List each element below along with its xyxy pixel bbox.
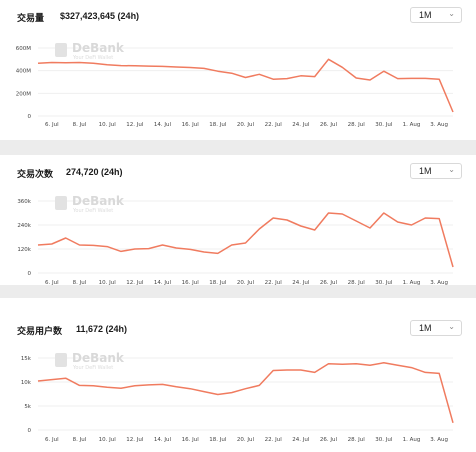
- x-tick-label: 1. Aug: [403, 280, 421, 286]
- y-tick-label: 0: [28, 428, 32, 434]
- debank-logo-icon: [55, 196, 67, 210]
- x-tick-label: 20. Jul: [237, 122, 255, 128]
- panel-24h-value: 274,720 (24h): [66, 167, 123, 177]
- panel-24h-value: 11,672 (24h): [76, 324, 128, 334]
- chevron-down-icon: ⌄: [448, 9, 455, 18]
- x-tick-label: 3. Aug: [430, 122, 448, 128]
- range-select-label: 1M: [419, 10, 432, 20]
- x-tick-label: 14. Jul: [154, 437, 172, 443]
- x-tick-label: 10. Jul: [99, 122, 117, 128]
- y-tick-label: 360k: [17, 199, 31, 205]
- range-select-label: 1M: [419, 323, 432, 333]
- range-select[interactable]: 1M ⌄: [410, 7, 462, 23]
- x-tick-label: 28. Jul: [348, 280, 366, 286]
- x-tick-label: 18. Jul: [209, 122, 227, 128]
- watermark-title: DeBank: [72, 351, 125, 365]
- x-tick-label: 6. Jul: [45, 122, 59, 128]
- debank-logo-icon: [55, 353, 67, 367]
- x-tick-label: 12. Jul: [126, 122, 144, 128]
- watermark-subtitle: Your DeFi Wallet: [72, 208, 113, 214]
- x-tick-label: 30. Jul: [375, 437, 393, 443]
- x-tick-label: 16. Jul: [182, 280, 200, 286]
- x-tick-label: 24. Jul: [292, 280, 310, 286]
- series-line[interactable]: [37, 362, 454, 424]
- x-tick-label: 8. Jul: [73, 437, 87, 443]
- y-tick-label: 0: [28, 271, 32, 277]
- x-tick-label: 16. Jul: [182, 122, 200, 128]
- chevron-down-icon: ⌄: [448, 322, 455, 331]
- x-tick-label: 26. Jul: [320, 437, 338, 443]
- watermark-subtitle: Your DeFi Wallet: [72, 55, 113, 61]
- range-select[interactable]: 1M ⌄: [410, 163, 462, 179]
- panel-title: 交易用户数: [17, 326, 63, 336]
- x-tick-label: 28. Jul: [348, 437, 366, 443]
- y-tick-label: 200M: [16, 91, 31, 97]
- x-tick-label: 24. Jul: [292, 122, 310, 128]
- watermark-title: DeBank: [72, 41, 125, 55]
- x-tick-label: 20. Jul: [237, 280, 255, 286]
- x-tick-label: 6. Jul: [45, 437, 59, 443]
- panel-24h-value: $327,423,645 (24h): [60, 11, 140, 21]
- y-tick-label: 240k: [17, 223, 31, 229]
- x-tick-label: 20. Jul: [237, 437, 255, 443]
- x-tick-label: 12. Jul: [126, 280, 144, 286]
- x-tick-label: 14. Jul: [154, 280, 172, 286]
- x-tick-label: 28. Jul: [348, 122, 366, 128]
- x-tick-label: 10. Jul: [99, 437, 117, 443]
- tx-count-panel: 交易次数 274,720 (24h) 1M ⌄ 0 120k 240k 360k DeB…: [0, 155, 476, 286]
- debank-logo-icon: [55, 43, 67, 57]
- panel-title: 交易次数: [17, 169, 54, 179]
- x-tick-label: 3. Aug: [430, 280, 448, 286]
- users-panel: 交易用户数 11,672 (24h) 1M ⌄ 0 5k 10k 15k DeBank Y…: [0, 298, 476, 452]
- x-tick-label: 30. Jul: [375, 280, 393, 286]
- y-tick-label: 400M: [16, 69, 31, 75]
- x-tick-label: 26. Jul: [320, 280, 338, 286]
- x-tick-label: 1. Aug: [403, 122, 421, 128]
- y-tick-label: 600M: [16, 46, 31, 52]
- watermark-title: DeBank: [72, 194, 125, 208]
- range-select-label: 1M: [419, 166, 432, 176]
- x-tick-label: 26. Jul: [320, 122, 338, 128]
- x-tick-label: 6. Jul: [45, 280, 59, 286]
- x-tick-label: 22. Jul: [265, 280, 283, 286]
- y-tick-label: 0: [28, 114, 32, 120]
- y-tick-label: 120k: [17, 247, 31, 253]
- x-tick-label: 16. Jul: [182, 437, 200, 443]
- y-tick-label: 15k: [21, 356, 32, 362]
- y-tick-label: 10k: [21, 380, 32, 386]
- range-select[interactable]: 1M ⌄: [410, 320, 462, 336]
- x-tick-label: 30. Jul: [375, 122, 393, 128]
- panel-title: 交易量: [17, 13, 45, 23]
- series-line[interactable]: [37, 212, 454, 268]
- x-tick-label: 10. Jul: [99, 280, 117, 286]
- x-tick-label: 18. Jul: [209, 280, 227, 286]
- x-tick-label: 14. Jul: [154, 122, 172, 128]
- x-tick-label: 3. Aug: [430, 437, 448, 443]
- volume-panel: 交易量 $327,423,645 (24h) 1M ⌄ 0 200M 400M 600…: [0, 0, 476, 140]
- x-tick-label: 8. Jul: [73, 280, 87, 286]
- x-tick-label: 24. Jul: [292, 437, 310, 443]
- x-tick-label: 8. Jul: [73, 122, 87, 128]
- x-tick-label: 1. Aug: [403, 437, 421, 443]
- y-tick-label: 5k: [24, 404, 31, 410]
- x-tick-label: 18. Jul: [209, 437, 227, 443]
- chevron-down-icon: ⌄: [448, 165, 455, 174]
- x-tick-label: 22. Jul: [265, 437, 283, 443]
- x-tick-label: 12. Jul: [126, 437, 144, 443]
- series-line[interactable]: [37, 58, 454, 113]
- watermark-subtitle: Your DeFi Wallet: [72, 365, 113, 371]
- x-tick-label: 22. Jul: [265, 122, 283, 128]
